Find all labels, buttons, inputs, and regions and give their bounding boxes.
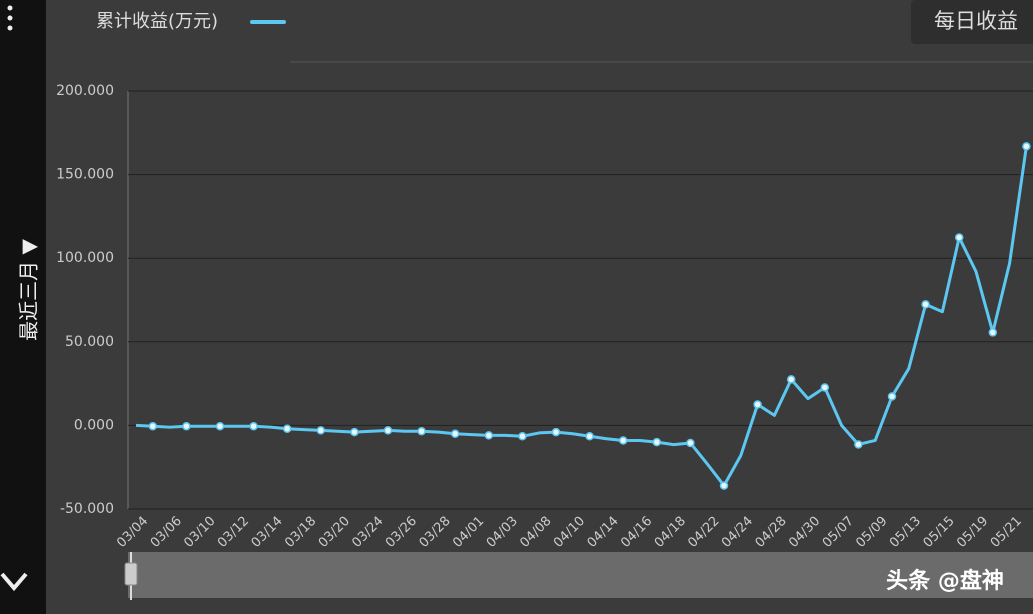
- data-point: [921, 300, 930, 309]
- y-tick-label: 150.000: [56, 167, 114, 183]
- data-point: [417, 427, 426, 436]
- range-slider[interactable]: [128, 552, 1033, 598]
- data-point: [350, 427, 359, 437]
- slider-handle[interactable]: [124, 562, 138, 586]
- data-point: [383, 426, 393, 435]
- menu-icon[interactable]: [7, 5, 13, 31]
- data-point: [282, 424, 292, 433]
- data-point: [484, 431, 494, 440]
- data-point: [316, 426, 326, 435]
- data-point: [518, 432, 527, 441]
- collapse-icon[interactable]: [0, 572, 28, 592]
- daily-button[interactable]: [911, 0, 1033, 44]
- data-point: [551, 427, 561, 437]
- data-point: [652, 437, 662, 447]
- data-point: [753, 400, 762, 409]
- data-point: [215, 421, 225, 431]
- data-point: [249, 421, 258, 431]
- data-point: [820, 383, 830, 392]
- data-point: [585, 432, 594, 441]
- y-tick-label: 100.000: [56, 250, 114, 266]
- period-selector[interactable]: 最近三月 ▼: [17, 239, 41, 341]
- daily-button-label[interactable]: 每日收益: [934, 9, 1018, 33]
- data-point: [686, 438, 695, 448]
- data-point: [618, 436, 628, 445]
- y-tick-label: 200.000: [56, 83, 114, 99]
- data-point: [954, 233, 964, 242]
- y-tick-label: -50.000: [60, 501, 114, 517]
- data-point: [854, 440, 863, 449]
- legend-label[interactable]: 累计收益(万元): [96, 11, 218, 32]
- sidebar: [0, 0, 46, 614]
- y-tick-label: 50.000: [65, 334, 114, 350]
- data-point: [1022, 142, 1031, 151]
- plot: [135, 142, 1031, 490]
- data-point: [450, 429, 460, 439]
- y-tick-label: 0.000: [74, 417, 114, 433]
- data-point: [988, 328, 998, 337]
- data-point: [887, 392, 897, 401]
- watermark: 头条 @盘神: [886, 568, 1004, 594]
- data-point: [148, 421, 158, 431]
- data-point: [786, 375, 796, 384]
- data-point: [719, 481, 729, 490]
- data-point: [182, 421, 191, 431]
